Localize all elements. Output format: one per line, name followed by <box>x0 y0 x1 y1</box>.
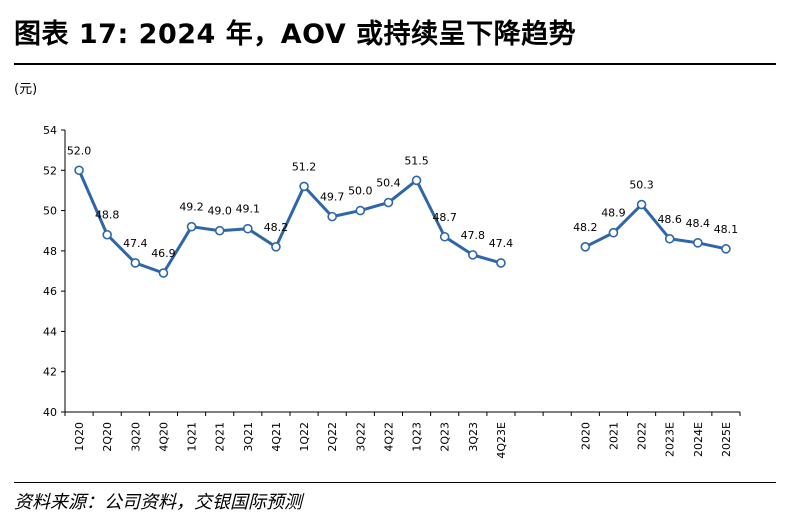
data-point <box>243 223 253 234</box>
data-point <box>299 181 309 192</box>
x-tick-label: 2023E <box>664 422 677 457</box>
x-tick-label: 2020 <box>579 422 592 450</box>
x-tick-label: 3Q20 <box>129 422 142 452</box>
x-tick-label: 2022 <box>636 422 649 450</box>
x-tick-label: 2Q22 <box>326 422 339 452</box>
series-line <box>77 169 502 275</box>
y-tick-label: 52 <box>43 164 57 177</box>
data-label: 48.9 <box>601 207 626 220</box>
data-point <box>327 211 337 222</box>
y-tick-label: 42 <box>43 366 57 379</box>
data-label: 50.4 <box>376 177 401 190</box>
data-point <box>355 205 366 216</box>
chart-title: 图表 17: 2024 年，AOV 或持续呈下降趋势 <box>14 19 577 50</box>
y-tick-label: 48 <box>43 245 57 258</box>
data-label: 48.6 <box>657 213 682 226</box>
data-point <box>439 231 450 242</box>
x-tick-label: 1Q22 <box>298 422 311 452</box>
x-tick-label: 2Q23 <box>439 422 452 452</box>
x-tick-label: 2Q20 <box>101 422 114 452</box>
x-tick-label: 4Q20 <box>157 422 170 452</box>
y-axis-unit: (元) <box>14 82 38 97</box>
data-label: 49.2 <box>179 201 204 214</box>
data-point <box>130 258 141 268</box>
y-tick-label: 40 <box>43 406 57 419</box>
x-tick-label: 2Q21 <box>214 422 227 452</box>
data-label: 51.5 <box>404 154 429 167</box>
data-point <box>271 242 281 252</box>
data-label: 48.2 <box>573 221 598 234</box>
data-point <box>74 165 84 176</box>
source-divider <box>14 482 776 483</box>
data-label: 47.4 <box>489 237 514 250</box>
source-note: 资料来源：公司资料，交银国际预测 <box>14 492 302 513</box>
data-point <box>468 250 478 260</box>
x-tick-label: 3Q21 <box>242 422 255 452</box>
data-label: 49.7 <box>320 191 345 204</box>
data-point <box>383 197 394 208</box>
x-tick-label: 1Q20 <box>73 422 86 452</box>
data-label: 48.1 <box>714 223 739 236</box>
data-label: 49.0 <box>207 205 232 218</box>
x-tick-label: 2025E <box>720 422 733 457</box>
data-point <box>636 199 647 210</box>
data-label: 51.2 <box>292 160 317 173</box>
x-tick-label: 3Q23 <box>467 422 480 452</box>
data-label: 46.9 <box>151 247 176 260</box>
line-chart: 40 42 44 46 48 50 52 54 52.0 1Q20 48.8 2Q20 47.4 3Q20… <box>43 124 741 459</box>
data-label: 48.7 <box>432 211 457 224</box>
title-divider <box>14 63 776 65</box>
y-tick-label: 46 <box>43 285 57 298</box>
x-tick-label: 3Q22 <box>354 422 367 452</box>
data-point <box>608 227 619 238</box>
data-point <box>693 238 703 248</box>
x-tick-label: 4Q21 <box>270 422 283 452</box>
data-label: 47.4 <box>123 237 148 250</box>
x-tick-label: 2021 <box>607 422 620 450</box>
data-point <box>580 242 591 252</box>
data-label: 48.2 <box>264 221 289 234</box>
x-tick-label: 4Q23E <box>495 422 508 459</box>
data-label: 49.1 <box>236 203 261 216</box>
x-tick-label: 2024E <box>692 422 705 457</box>
data-point <box>721 244 731 254</box>
y-tick-label: 50 <box>43 205 57 218</box>
data-point <box>411 175 422 186</box>
y-tick-label: 44 <box>43 325 57 338</box>
data-point <box>496 258 506 268</box>
data-point <box>664 233 675 244</box>
data-point <box>102 229 112 240</box>
data-label: 47.8 <box>461 229 486 242</box>
y-tick-label: 54 <box>43 124 57 137</box>
x-tick-label: 1Q21 <box>186 422 199 452</box>
data-point <box>158 268 169 278</box>
data-label: 50.0 <box>348 185 373 198</box>
data-label: 50.3 <box>629 179 654 192</box>
data-point <box>214 225 225 236</box>
data-label: 52.0 <box>67 144 92 157</box>
x-tick-label: 4Q22 <box>382 422 395 452</box>
x-tick-label: 1Q23 <box>411 422 424 452</box>
data-point <box>186 221 197 232</box>
data-label: 48.4 <box>686 217 711 230</box>
data-label: 48.8 <box>95 209 120 222</box>
